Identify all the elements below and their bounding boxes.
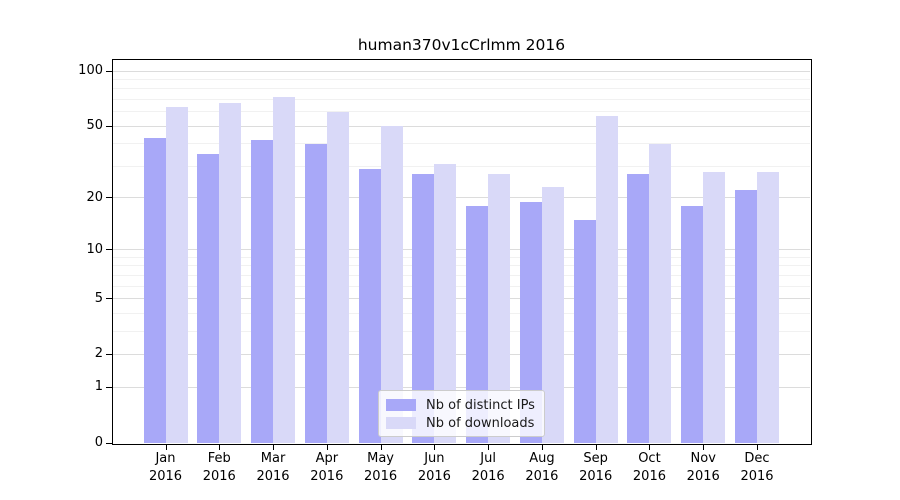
bar-ips-nov <box>681 205 704 443</box>
bar-downloads-aug <box>541 186 564 443</box>
x-tick-label-jun: Jun 2016 <box>417 451 451 484</box>
bar-downloads-dec <box>757 171 779 443</box>
bar-ips-jan <box>143 137 166 443</box>
x-tick-label-jan: Jan 2016 <box>148 451 183 484</box>
x-tick-label-aug: Aug 2016 <box>525 451 559 484</box>
minor-gridline-70 <box>113 98 810 100</box>
bar-ips-oct <box>627 174 650 443</box>
legend-swatch-distinct-ips-icon <box>386 399 416 411</box>
y-tick-100 <box>106 70 113 72</box>
chart-title: human370v1cCrlmm 2016 <box>357 36 566 54</box>
bar-downloads-apr <box>326 111 349 443</box>
y-tick-label-10: 10 <box>86 241 103 257</box>
x-tick-apr <box>326 444 328 450</box>
x-tick-nov <box>703 444 705 450</box>
x-tick-label-may: May 2016 <box>364 451 398 484</box>
major-gridline-2 <box>113 353 810 355</box>
legend-swatch-downloads-icon <box>386 417 416 429</box>
x-tick-jan <box>165 444 167 450</box>
y-tick-5 <box>106 298 113 300</box>
bar-downloads-jul <box>488 174 511 443</box>
x-tick-label-dec: Dec 2016 <box>740 451 774 484</box>
bar-ips-apr <box>304 143 327 443</box>
bar-ips-jul <box>466 205 489 443</box>
y-tick-label-0: 0 <box>94 435 103 450</box>
bar-ips-aug <box>519 201 542 443</box>
x-tick-label-oct: Oct 2016 <box>632 451 666 484</box>
bar-ips-sep <box>573 219 596 443</box>
x-tick-jun <box>434 444 436 450</box>
y-tick-label-2: 2 <box>94 346 103 362</box>
bar-downloads-oct <box>649 143 672 443</box>
y-tick-20 <box>106 197 113 199</box>
y-tick-1 <box>106 386 113 388</box>
y-tick-2 <box>106 353 113 355</box>
y-tick-0 <box>106 442 113 444</box>
y-tick-label-100: 100 <box>78 63 103 78</box>
minor-gridline-90 <box>113 78 810 80</box>
x-tick-label-jul: Jul 2016 <box>471 451 505 484</box>
bar-downloads-feb <box>219 102 242 443</box>
major-gridline-1 <box>113 386 810 388</box>
minor-gridline-3 <box>113 330 810 332</box>
bar-downloads-jan <box>165 106 188 443</box>
major-gridline-100 <box>113 70 810 72</box>
bar-downloads-sep <box>595 115 618 443</box>
bar-downloads-nov <box>703 171 726 443</box>
bar-downloads-jun <box>434 163 457 443</box>
plot-frame <box>112 59 812 445</box>
x-tick-oct <box>649 444 651 450</box>
legend-row-downloads: Nb of downloads <box>386 414 536 432</box>
minor-gridline-40 <box>113 143 810 145</box>
x-tick-label-nov: Nov 2016 <box>686 451 720 484</box>
bar-ips-jun <box>412 174 435 443</box>
x-tick-label-mar: Mar 2016 <box>256 451 290 484</box>
x-tick-dec <box>757 444 758 450</box>
minor-gridline-4 <box>113 312 810 314</box>
major-gridline-10 <box>113 249 810 251</box>
bar-ips-dec <box>735 190 757 443</box>
y-tick-label-20: 20 <box>86 189 103 205</box>
y-tick-10 <box>106 249 113 251</box>
legend-label-distinct-ips: Nb of distinct IPs <box>426 397 535 413</box>
x-tick-label-feb: Feb 2016 <box>202 451 236 484</box>
bar-ips-mar <box>251 139 274 443</box>
y-tick-label-50: 50 <box>86 118 103 134</box>
y-tick-50 <box>106 125 113 127</box>
x-tick-sep <box>595 444 597 450</box>
x-tick-may <box>380 444 382 450</box>
minor-gridline-60 <box>113 111 810 113</box>
legend: Nb of distinct IPs Nb of downloads <box>378 390 545 437</box>
minor-gridline-6 <box>113 285 810 287</box>
major-gridline-20 <box>113 197 810 199</box>
bar-downloads-mar <box>273 97 296 443</box>
major-gridline-50 <box>113 125 810 127</box>
minor-gridline-9 <box>113 256 810 258</box>
major-gridline-5 <box>113 298 810 300</box>
x-tick-aug <box>541 444 543 450</box>
x-tick-mar <box>273 444 275 450</box>
minor-gridline-7 <box>113 274 810 276</box>
minor-gridline-8 <box>113 265 810 267</box>
x-tick-jul <box>488 444 490 450</box>
bar-ips-may <box>358 168 381 443</box>
minor-gridline-30 <box>113 165 810 167</box>
minor-gridline-80 <box>113 88 810 90</box>
y-tick-label-1: 1 <box>94 379 103 395</box>
y-tick-label-5: 5 <box>94 290 103 306</box>
bar-downloads-may <box>380 126 403 443</box>
legend-row-distinct-ips: Nb of distinct IPs <box>386 396 536 414</box>
legend-label-downloads: Nb of downloads <box>426 415 535 431</box>
bar-ips-feb <box>197 154 220 443</box>
x-tick-label-sep: Sep 2016 <box>579 451 613 484</box>
x-tick-feb <box>219 444 221 450</box>
x-tick-label-apr: Apr 2016 <box>310 451 344 484</box>
